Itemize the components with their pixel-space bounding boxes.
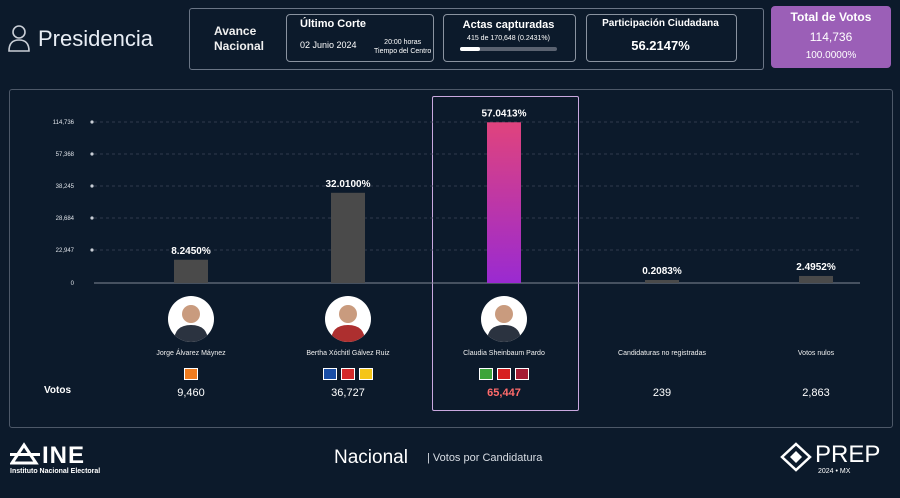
prep-logo-text: PREP — [815, 441, 881, 468]
vote-count: 65,447 — [487, 387, 521, 399]
y-tick-label: 28,684 — [56, 216, 75, 222]
bar — [645, 280, 679, 283]
party-logo-icon — [479, 368, 493, 380]
actas-detail: 415 de 170,648 (0.2431%) — [467, 35, 550, 42]
party-logos — [308, 367, 388, 385]
candidate-name: Claudia Sheinbaum Pardo — [463, 350, 545, 357]
ine-subtitle: Instituto Nacional Electoral — [10, 468, 101, 475]
actas-progress-bar — [460, 47, 557, 51]
party-logos — [151, 367, 231, 385]
y-tick-label: 22,947 — [56, 248, 75, 254]
ultimo-corte-time: 20:00 horas Tiempo del Centro — [374, 39, 432, 55]
vote-count: 2,863 — [802, 387, 830, 399]
footer-subtitle: | Votos por Candidatura — [427, 452, 543, 464]
y-tick-label: 38,245 — [56, 184, 75, 190]
prep-subtitle: 2024 • MX — [818, 468, 851, 475]
candidate-avatar — [481, 296, 527, 342]
candidate-avatar — [168, 296, 214, 342]
participacion-box — [586, 14, 737, 62]
candidate-name: Votos nulos — [797, 350, 835, 357]
actas-title: Actas capturadas — [462, 19, 555, 31]
candidate-name: Candidaturas no registradas — [618, 350, 706, 357]
party-logo-icon — [515, 368, 529, 380]
votos-row-label: Votos — [44, 385, 72, 396]
total-votos-title: Total de Votos — [790, 10, 872, 24]
y-tick-dot — [90, 120, 94, 124]
y-tick-dot — [90, 248, 94, 252]
vote-count: 239 — [652, 387, 672, 399]
ine-logo-icon — [10, 442, 40, 465]
y-tick-dot — [90, 184, 94, 188]
y-tick-dot — [90, 216, 94, 220]
party-logo-icon — [323, 368, 337, 380]
candidate-name: Bertha Xóchitl Gálvez Ruiz — [306, 350, 390, 357]
leading-candidate-highlight — [432, 96, 579, 411]
avance-nacional-label: Avance Nacional — [214, 24, 265, 53]
bar — [331, 192, 365, 283]
y-tick-label: 0 — [71, 281, 75, 287]
bar — [799, 275, 833, 283]
participacion-value: 56.2147% — [631, 38, 690, 53]
y-tick-label: 114,736 — [53, 120, 75, 126]
party-logo-icon — [184, 368, 198, 380]
header-panel — [189, 8, 764, 70]
ine-logo-text: INE — [42, 442, 86, 469]
chart-panel — [9, 89, 893, 428]
vote-count: 9,460 — [177, 387, 205, 399]
party-logo-icon — [497, 368, 511, 380]
actas-progress-fill — [460, 47, 480, 51]
party-logo-icon — [359, 368, 373, 380]
party-logos — [464, 367, 544, 385]
y-tick-label: 57,368 — [56, 152, 75, 158]
ultimo-corte-date: 02 Junio 2024 — [300, 40, 357, 50]
bar-percent-label: 2.4952% — [796, 262, 836, 273]
actas-box — [443, 14, 576, 62]
bar — [174, 259, 208, 283]
ultimo-corte-title: Último Corte — [300, 18, 366, 30]
user-icon — [8, 25, 30, 52]
party-logo-icon — [341, 368, 355, 380]
vote-count: 36,727 — [331, 387, 365, 399]
participacion-title: Participación Ciudadana — [602, 18, 719, 29]
bar-percent-label: 0.2083% — [642, 266, 682, 277]
bar-percent-label: 32.0100% — [325, 179, 370, 190]
bar-percent-label: 57.0413% — [481, 108, 526, 119]
candidate-avatar — [325, 296, 371, 342]
y-tick-dot — [90, 152, 94, 156]
bar — [487, 122, 521, 283]
total-votos-box — [771, 6, 891, 68]
bar-percent-label: 8.2450% — [171, 246, 211, 257]
ultimo-corte-box — [286, 14, 434, 62]
total-votos-percent: 100.0000% — [805, 50, 857, 61]
footer-scope: Nacional — [334, 447, 408, 468]
prep-logo-icon — [780, 442, 812, 472]
page-title: Presidencia — [38, 26, 153, 51]
total-votos-value: 114,736 — [809, 30, 853, 44]
candidate-name: Jorge Álvarez Máynez — [156, 350, 226, 357]
